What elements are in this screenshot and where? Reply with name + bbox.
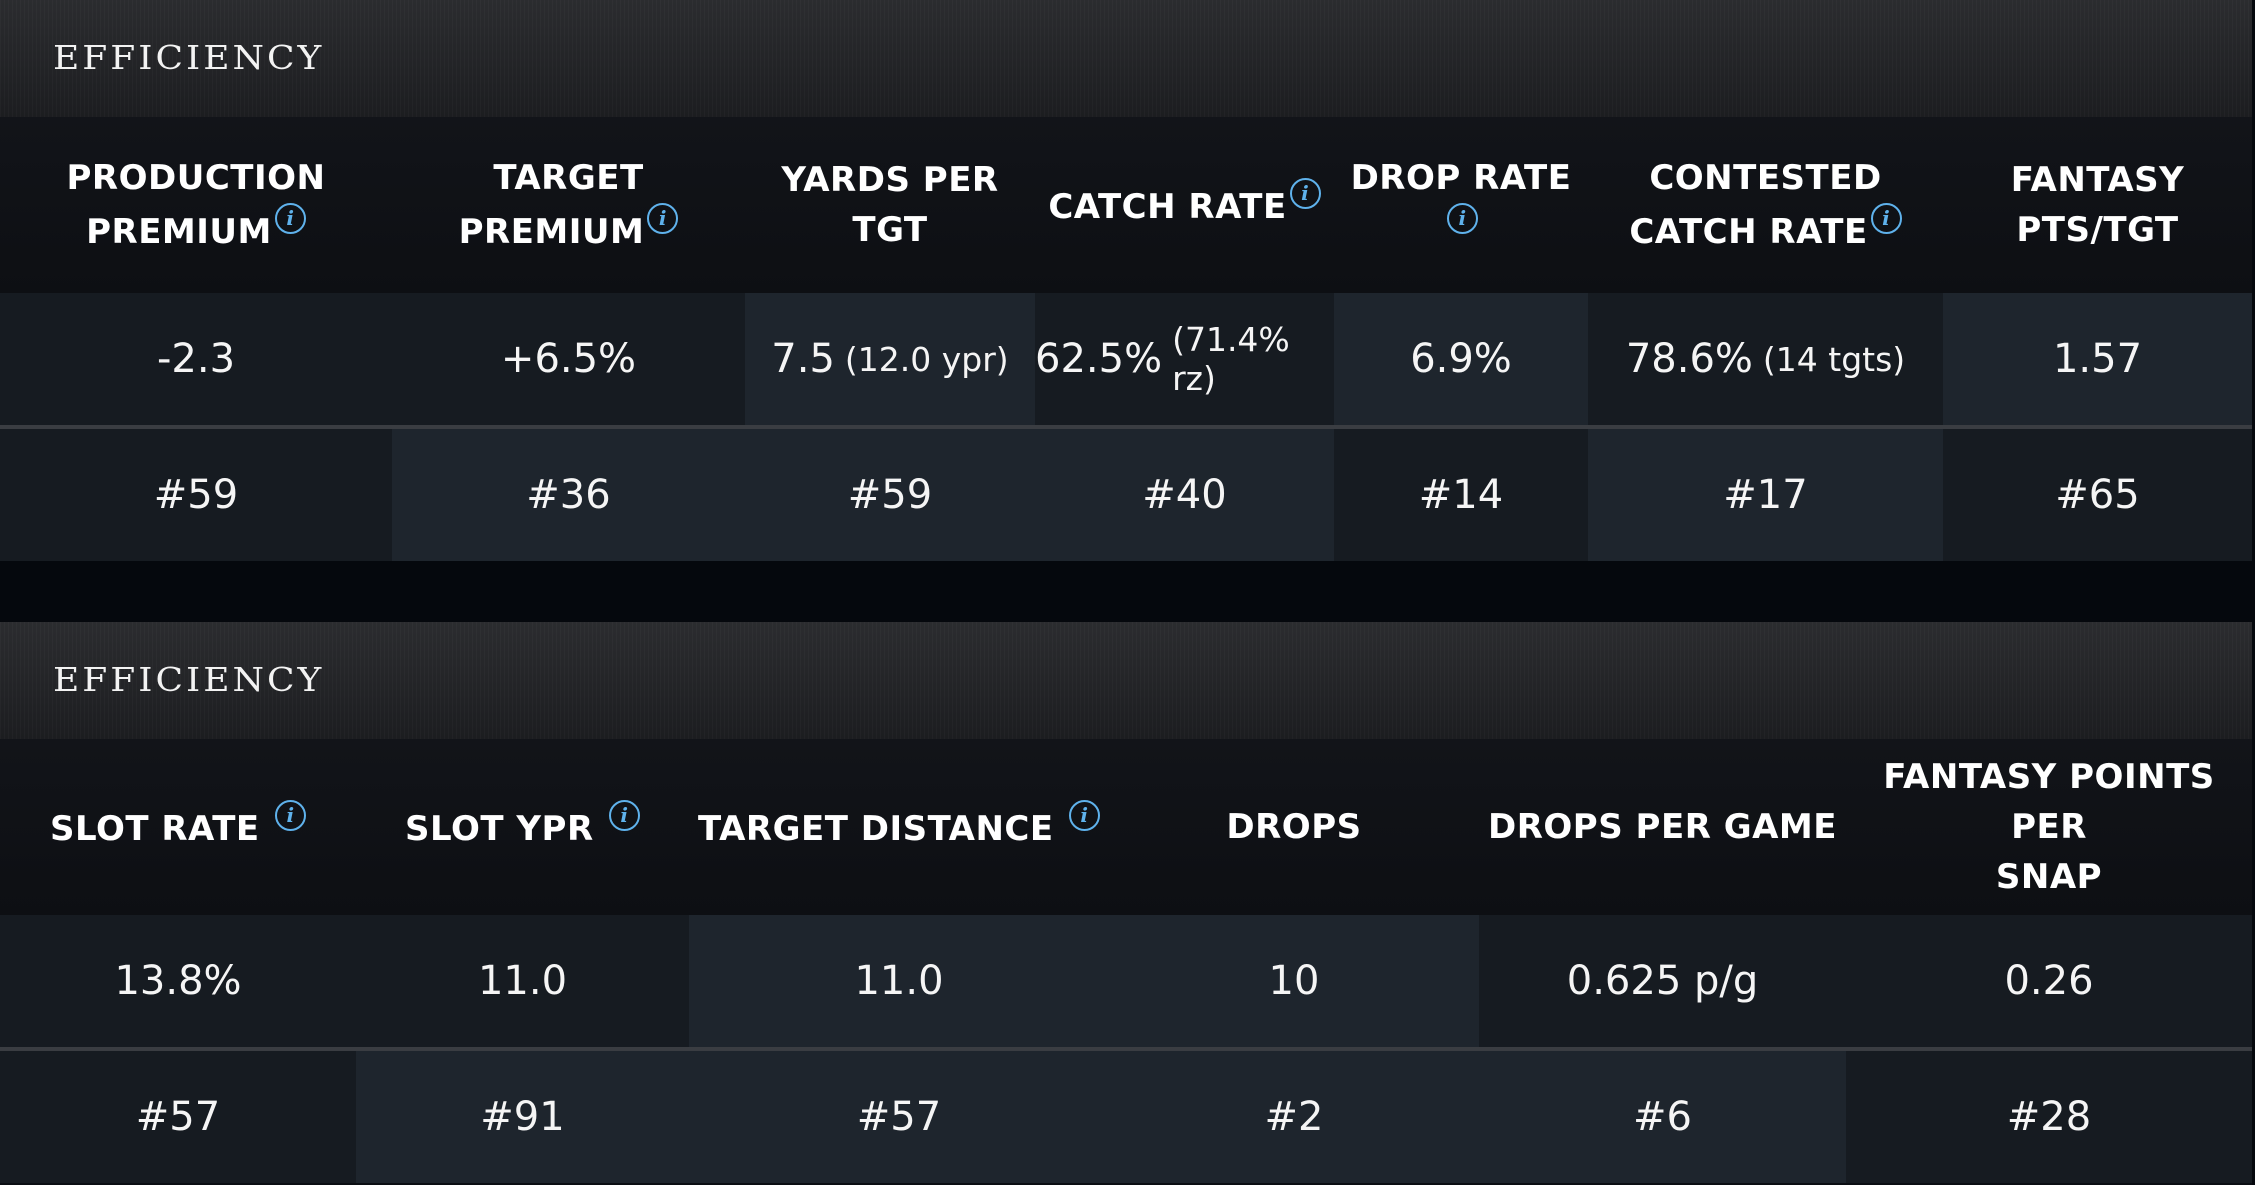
value-fantasy-pts-per-tgt: 1.57 bbox=[1943, 293, 2252, 425]
col-header-production-premium: PRODUCTION PREMIUM i bbox=[66, 158, 326, 252]
col-header-drops: DROPS bbox=[1226, 807, 1362, 847]
value-drops-per-game: 0.625 p/g bbox=[1479, 915, 1846, 1047]
panel-title: EFFICIENCY bbox=[53, 661, 325, 700]
info-icon[interactable]: i bbox=[647, 203, 679, 234]
rank-contested-catch-rate: #17 bbox=[1588, 429, 1943, 561]
panel-header: EFFICIENCY bbox=[0, 622, 2252, 739]
value-fantasy-points-per-snap: 0.26 bbox=[1846, 915, 2252, 1047]
value-drops: 10 bbox=[1109, 915, 1479, 1047]
rank-drops: #2 bbox=[1109, 1051, 1479, 1183]
value-yards-per-tgt: 7.5 (12.0 ypr) bbox=[745, 293, 1035, 425]
info-icon[interactable]: i bbox=[1870, 203, 1902, 234]
value-catch-rate: 62.5% (71.4% rz) bbox=[1035, 293, 1334, 425]
col-header-yards-per-tgt: YARDS PER TGT bbox=[781, 160, 999, 250]
info-icon[interactable]: i bbox=[1068, 800, 1100, 831]
info-icon[interactable]: i bbox=[1289, 178, 1321, 209]
col-header-target-premium: TARGET PREMIUM i bbox=[392, 117, 745, 293]
col-header-fantasy-pts-per-tgt: FANTASY PTS/TGT bbox=[2010, 160, 2185, 250]
rank-fantasy-points-per-snap: #28 bbox=[1846, 1051, 2252, 1183]
table-row-ranks: #57 #91 #57 #2 #6 #28 bbox=[0, 1051, 2252, 1183]
value-target-premium: +6.5% bbox=[392, 293, 745, 425]
info-icon[interactable]: i bbox=[274, 203, 306, 234]
info-icon[interactable]: i bbox=[275, 800, 306, 831]
table-row-values: 13.8% 11.0 11.0 10 0.625 p/g 0.26 bbox=[0, 915, 2252, 1051]
panel-title: EFFICIENCY bbox=[53, 39, 325, 78]
value-contested-catch-rate: 78.6% (14 tgts) bbox=[1588, 293, 1943, 425]
rank-production-premium: #59 bbox=[0, 429, 392, 561]
table-row-ranks: #59 #36 #59 #40 #14 #17 #65 bbox=[0, 429, 2252, 561]
rank-target-premium: #36 bbox=[392, 429, 745, 561]
rank-slot-rate: #57 bbox=[0, 1051, 356, 1183]
value-drop-rate: 6.9% bbox=[1334, 293, 1588, 425]
col-header-fantasy-points-per-snap: FANTASY POINTS PER SNAP bbox=[1883, 757, 2215, 897]
value-production-premium: -2.3 bbox=[0, 293, 392, 425]
col-header-drops-per-game: DROPS PER GAME bbox=[1488, 807, 1837, 847]
table-header-row: PRODUCTION PREMIUM i TARGET PREMIUM i YARDS… bbox=[0, 117, 2252, 293]
info-icon[interactable]: i bbox=[608, 800, 640, 831]
rank-fantasy-pts-per-tgt: #65 bbox=[1943, 429, 2252, 561]
rank-yards-per-tgt: #59 bbox=[745, 429, 1035, 561]
col-header-drop-rate: DROP RATEi bbox=[1334, 117, 1588, 293]
col-header-slot-rate: SLOT RATE i bbox=[0, 739, 356, 915]
col-header-slot-ypr: SLOT YPR i bbox=[356, 739, 689, 915]
panel-header: EFFICIENCY bbox=[0, 0, 2252, 117]
rank-drop-rate: #14 bbox=[1334, 429, 1588, 561]
rank-drops-per-game: #6 bbox=[1479, 1051, 1846, 1183]
info-icon[interactable]: i bbox=[1447, 203, 1478, 234]
value-slot-rate: 13.8% bbox=[0, 915, 356, 1047]
table-header-row: SLOT RATE i SLOT YPR i TARGET DISTANCE i… bbox=[0, 739, 2252, 915]
table-row-values: -2.3 +6.5% 7.5 (12.0 ypr) 62.5% (71.4% rz)… bbox=[0, 293, 2252, 429]
rank-slot-ypr: #91 bbox=[356, 1051, 689, 1183]
value-target-distance: 11.0 bbox=[689, 915, 1109, 1047]
efficiency-panel-1: EFFICIENCY PRODUCTION PREMIUM i TARGET PRE… bbox=[0, 0, 2252, 561]
col-header-contested-catch-rate: CONTESTED CATCH RATE i bbox=[1588, 117, 1943, 293]
efficiency-panel-2: EFFICIENCY SLOT RATE i SLOT YPR i TARGET… bbox=[0, 622, 2252, 1185]
rank-catch-rate: #40 bbox=[1035, 429, 1334, 561]
value-slot-ypr: 11.0 bbox=[356, 915, 689, 1047]
rank-target-distance: #57 bbox=[689, 1051, 1109, 1183]
col-header-target-distance: TARGET DISTANCE i bbox=[689, 739, 1109, 915]
col-header-catch-rate: CATCH RATE i bbox=[1035, 117, 1334, 293]
